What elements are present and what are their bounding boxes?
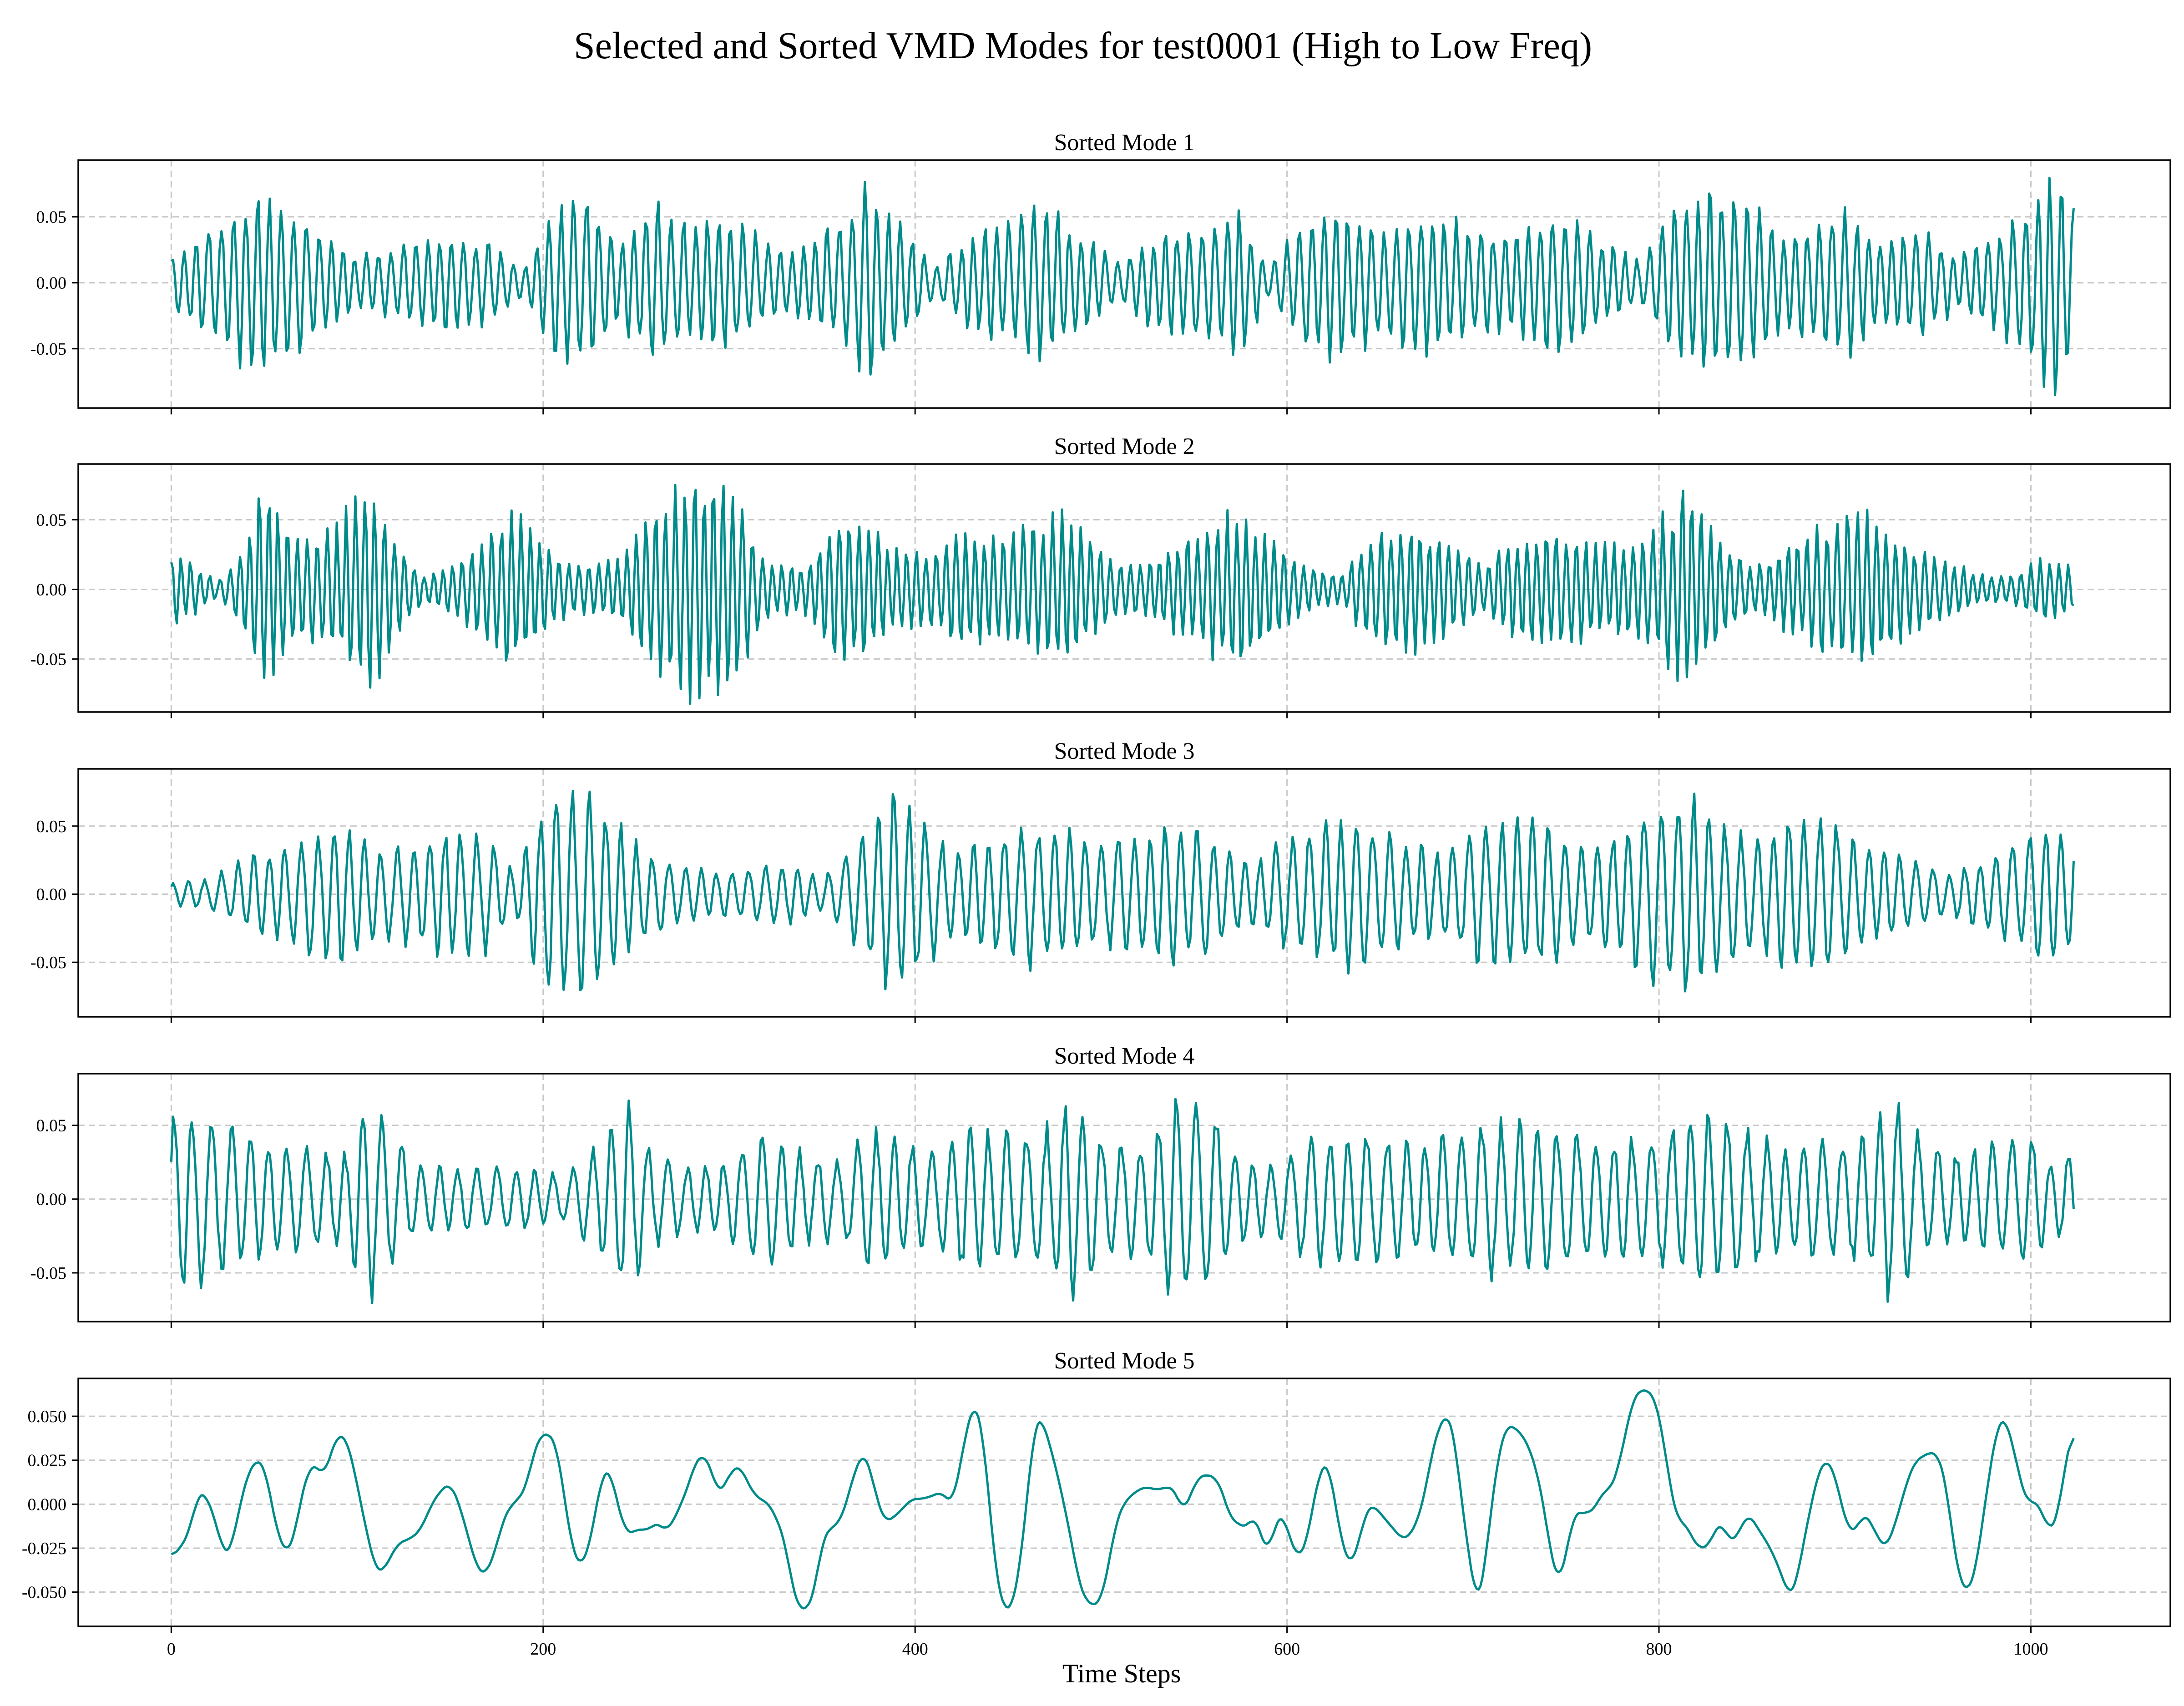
figure-suptitle: Selected and Sorted VMD Modes for test00… [574, 25, 1592, 67]
y-tick-label: 0.05 [36, 1116, 67, 1136]
subplot-panels: Sorted Mode 1 0.05 0.00 -0.05 Sorted Mode 2 0… [22, 130, 2171, 1659]
subplot-mode-1: Sorted Mode 1 0.05 0.00 -0.05 [30, 130, 2171, 414]
y-tick-label: -0.05 [30, 953, 66, 972]
subplot-mode-2: Sorted Mode 2 0.05 0.00 -0.05 [30, 434, 2171, 718]
x-tick-label: 1000 [2013, 1640, 2048, 1659]
subplot-mode-5: Sorted Mode 5 0 200 400 600 800 1000 0.050 0.025… [22, 1348, 2171, 1659]
series-line-mode-2 [170, 484, 2075, 705]
y-tick-label: 0.050 [28, 1407, 67, 1426]
axes-frame [77, 768, 2171, 1018]
subplot-title: Sorted Mode 5 [1054, 1348, 1194, 1374]
x-axis-label: Time Steps [1062, 1659, 1181, 1688]
axes-frame [77, 1378, 2171, 1627]
y-tick-label: 0.00 [36, 580, 67, 600]
axes-frame [77, 463, 2171, 713]
y-tick-label: 0.025 [28, 1451, 67, 1470]
x-tick-label: 600 [1274, 1640, 1300, 1659]
axes-frame [77, 159, 2171, 409]
x-tick-label: 0 [167, 1640, 176, 1659]
series-line-mode-3 [170, 789, 2075, 993]
y-tick-label: 0.00 [36, 885, 67, 904]
subplot-mode-3: Sorted Mode 3 0.05 0.00 -0.05 [30, 738, 2171, 1023]
y-tick-label: -0.025 [22, 1539, 66, 1558]
y-tick-label: -0.050 [22, 1583, 66, 1602]
subplot-mode-4: Sorted Mode 4 0.05 0.00 -0.05 [30, 1043, 2171, 1328]
y-tick-label: 0.05 [36, 510, 67, 530]
y-tick-label: 0.05 [36, 817, 67, 836]
series-line-mode-1 [170, 177, 2075, 396]
subplot-title: Sorted Mode 1 [1054, 130, 1194, 156]
x-tick-label: 800 [1646, 1640, 1672, 1659]
y-tick-label: 0.000 [28, 1495, 67, 1514]
series-line-mode-5 [171, 1389, 2075, 1610]
y-tick-label: -0.05 [30, 1264, 66, 1283]
x-tick-label: 400 [902, 1640, 928, 1659]
series-line-mode-4 [170, 1098, 2075, 1304]
subplot-title: Sorted Mode 2 [1054, 434, 1194, 459]
y-tick-label: 0.00 [36, 1190, 67, 1209]
y-tick-label: -0.05 [30, 650, 66, 669]
y-tick-label: -0.05 [30, 340, 66, 359]
subplot-title: Sorted Mode 3 [1054, 738, 1194, 764]
y-tick-label: 0.05 [36, 208, 67, 227]
x-tick-label: 200 [530, 1640, 556, 1659]
y-tick-label: 0.00 [36, 274, 67, 293]
axes-frame [77, 1073, 2171, 1322]
subplot-title: Sorted Mode 4 [1054, 1043, 1194, 1069]
